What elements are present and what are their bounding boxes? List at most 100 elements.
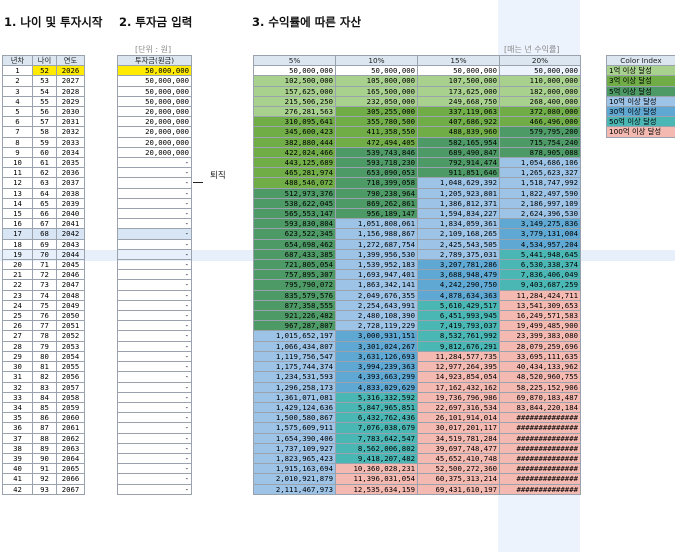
- investment-cell[interactable]: 50,000,000: [117, 85, 192, 97]
- asset-cell[interactable]: 790,238,964: [335, 187, 418, 199]
- year-count-cell[interactable]: 27: [2, 330, 33, 342]
- age-cell[interactable]: 72: [32, 269, 57, 281]
- year-count-cell[interactable]: 42: [2, 483, 33, 495]
- year-cell[interactable]: 2053: [56, 340, 85, 352]
- asset-cell[interactable]: 50,000,000: [335, 65, 418, 77]
- investment-cell[interactable]: 20,000,000: [117, 126, 192, 138]
- asset-cell[interactable]: 3,631,126,693: [335, 350, 418, 363]
- asset-cell[interactable]: 22,697,316,534: [417, 401, 500, 414]
- asset-cell[interactable]: 5,316,332,592: [335, 391, 418, 403]
- asset-cell[interactable]: 1,822,497,590: [499, 187, 581, 199]
- asset-cell[interactable]: 26,101,914,014: [417, 412, 500, 424]
- asset-cell[interactable]: 582,165,954: [417, 136, 500, 148]
- asset-cell[interactable]: 3,301,024,267: [335, 340, 418, 352]
- year-cell[interactable]: 2030: [56, 106, 85, 118]
- asset-cell[interactable]: 23,399,383,080: [499, 330, 581, 342]
- year-cell[interactable]: 2033: [56, 136, 85, 148]
- investment-cell[interactable]: -: [117, 259, 192, 271]
- asset-cell[interactable]: 1,594,834,227: [417, 208, 500, 220]
- age-cell[interactable]: 85: [32, 401, 57, 414]
- asset-cell[interactable]: 165,500,000: [335, 85, 418, 97]
- asset-cell[interactable]: 538,622,045: [253, 197, 336, 210]
- year-cell[interactable]: 2063: [56, 442, 85, 454]
- asset-cell[interactable]: 2,728,119,229: [335, 320, 418, 332]
- asset-cell[interactable]: 1,575,609,911: [253, 422, 336, 434]
- age-cell[interactable]: 78: [32, 330, 57, 342]
- asset-cell[interactable]: 422,024,466: [253, 146, 336, 159]
- year-cell[interactable]: 2064: [56, 452, 85, 465]
- age-cell[interactable]: 92: [32, 473, 57, 485]
- color-index-item[interactable]: 5억 이상 달성: [606, 85, 675, 97]
- age-cell[interactable]: 70: [32, 248, 57, 261]
- asset-cell[interactable]: 472,494,405: [335, 136, 418, 148]
- asset-cell[interactable]: 276,281,563: [253, 106, 336, 118]
- asset-cell[interactable]: 465,281,974: [253, 167, 336, 179]
- asset-cell[interactable]: 1,915,163,694: [253, 463, 336, 475]
- year-cell[interactable]: 2038: [56, 187, 85, 199]
- year-cell[interactable]: 2049: [56, 299, 85, 312]
- asset-cell[interactable]: 7,419,793,037: [417, 320, 500, 332]
- asset-cell[interactable]: 2,624,396,530: [499, 208, 581, 220]
- asset-cell[interactable]: 9,418,207,482: [335, 452, 418, 465]
- asset-cell[interactable]: 1,654,390,406: [253, 432, 336, 444]
- asset-cell[interactable]: 310,095,641: [253, 116, 336, 128]
- asset-cell[interactable]: 107,500,000: [417, 75, 500, 87]
- investment-cell[interactable]: -: [117, 361, 192, 373]
- asset-cell[interactable]: 411,358,550: [335, 126, 418, 138]
- investment-cell[interactable]: -: [117, 218, 192, 230]
- investment-cell[interactable]: -: [117, 187, 192, 199]
- year-count-cell[interactable]: 4: [2, 95, 33, 108]
- year-count-cell[interactable]: 30: [2, 361, 33, 373]
- age-cell[interactable]: 58: [32, 126, 57, 138]
- investment-cell[interactable]: -: [117, 228, 192, 240]
- asset-cell[interactable]: 2,010,921,879: [253, 473, 336, 485]
- asset-cell[interactable]: 16,249,571,583: [499, 310, 581, 322]
- year-cell[interactable]: 2047: [56, 279, 85, 291]
- investment-cell[interactable]: -: [117, 422, 192, 434]
- asset-cell[interactable]: 40,434,133,962: [499, 361, 581, 373]
- asset-cell[interactable]: 345,600,423: [253, 126, 336, 138]
- year-cell[interactable]: 2039: [56, 197, 85, 210]
- investment-cell[interactable]: -: [117, 371, 192, 383]
- asset-cell[interactable]: 268,400,000: [499, 95, 581, 108]
- header-year-count[interactable]: 년차: [2, 54, 33, 67]
- asset-cell[interactable]: 3,207,781,286: [417, 259, 500, 271]
- year-cell[interactable]: 2067: [56, 483, 85, 495]
- color-index-item[interactable]: 50억 이상 달성: [606, 116, 675, 128]
- asset-cell[interactable]: ##############: [499, 452, 581, 465]
- age-cell[interactable]: 65: [32, 197, 57, 210]
- color-index-title[interactable]: Color Index: [606, 54, 675, 67]
- asset-cell[interactable]: 69,431,610,197: [417, 483, 500, 495]
- year-cell[interactable]: 2042: [56, 228, 85, 240]
- year-count-cell[interactable]: 25: [2, 310, 33, 322]
- asset-cell[interactable]: ##############: [499, 432, 581, 444]
- asset-cell[interactable]: 443,125,689: [253, 157, 336, 169]
- investment-cell[interactable]: -: [117, 197, 192, 210]
- year-count-cell[interactable]: 24: [2, 299, 33, 312]
- investment-cell[interactable]: -: [117, 463, 192, 475]
- asset-cell[interactable]: 14,923,854,054: [417, 371, 500, 383]
- asset-cell[interactable]: 11,284,577,735: [417, 350, 500, 363]
- asset-cell[interactable]: 689,490,847: [417, 146, 500, 159]
- asset-cell[interactable]: 2,425,543,505: [417, 238, 500, 250]
- asset-cell[interactable]: 7,076,038,679: [335, 422, 418, 434]
- investment-cell[interactable]: -: [117, 340, 192, 352]
- asset-cell[interactable]: 795,790,072: [253, 279, 336, 291]
- asset-cell[interactable]: 173,625,000: [417, 85, 500, 97]
- investment-cell[interactable]: -: [117, 473, 192, 485]
- asset-cell[interactable]: 466,496,000: [499, 116, 581, 128]
- asset-cell[interactable]: 1,693,947,401: [335, 269, 418, 281]
- year-count-cell[interactable]: 39: [2, 452, 33, 465]
- investment-cell[interactable]: 50,000,000: [117, 65, 192, 77]
- investment-cell[interactable]: -: [117, 208, 192, 220]
- age-cell[interactable]: 89: [32, 442, 57, 454]
- asset-cell[interactable]: 4,242,290,750: [417, 279, 500, 291]
- age-cell[interactable]: 54: [32, 85, 57, 97]
- asset-cell[interactable]: 4,393,663,299: [335, 371, 418, 383]
- asset-cell[interactable]: 792,914,474: [417, 157, 500, 169]
- year-cell[interactable]: 2060: [56, 412, 85, 424]
- asset-cell[interactable]: 1,500,580,867: [253, 412, 336, 424]
- age-cell[interactable]: 67: [32, 218, 57, 230]
- year-cell[interactable]: 2065: [56, 463, 85, 475]
- asset-cell[interactable]: 372,080,000: [499, 106, 581, 118]
